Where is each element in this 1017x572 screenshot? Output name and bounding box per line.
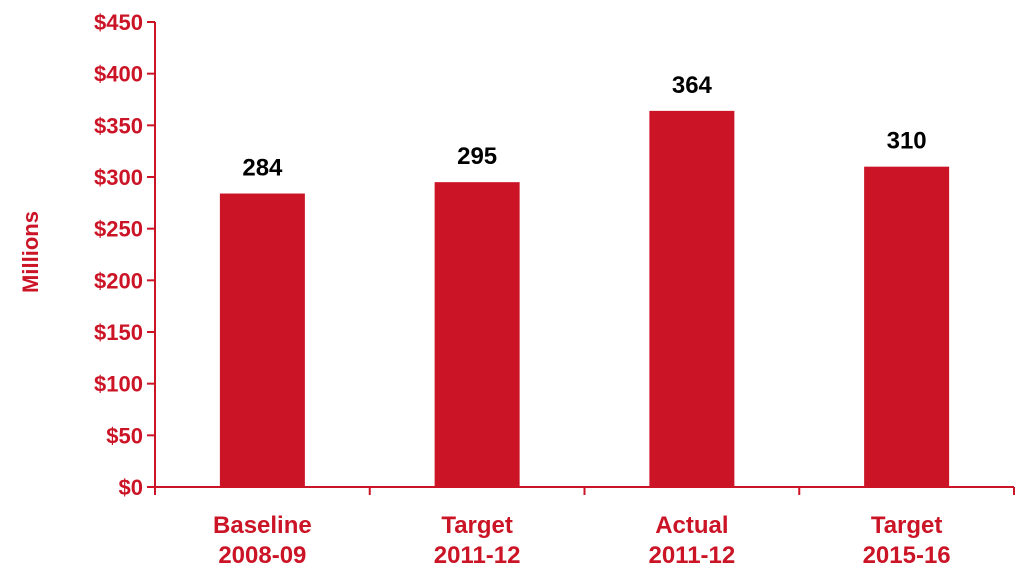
x-category-label: Actual <box>655 512 728 539</box>
y-tick-label: $50 <box>106 423 143 448</box>
data-label: 364 <box>672 72 713 99</box>
data-label: 310 <box>887 128 927 155</box>
y-tick-label: $450 <box>94 10 143 35</box>
data-label: 284 <box>242 155 283 182</box>
x-category-label: Baseline <box>213 512 312 539</box>
bar <box>864 166 950 487</box>
x-category-label: 2008-09 <box>218 542 306 569</box>
bar <box>219 193 305 488</box>
bar <box>434 182 520 487</box>
y-tick-label: $100 <box>94 372 143 397</box>
y-axis-title-group: Millions <box>18 211 43 293</box>
x-labels: Baseline 2008-09 Target 2011-12 Actual 2011-1… <box>213 512 951 569</box>
bars <box>219 110 950 488</box>
data-label: 295 <box>457 143 497 170</box>
x-category-label: 2011-12 <box>648 542 735 569</box>
x-category-label: Target <box>871 512 943 539</box>
y-tick-label: $250 <box>94 217 143 242</box>
y-tick-label: $350 <box>94 113 143 138</box>
y-tick-label: $400 <box>94 62 143 87</box>
y-tick-label: $150 <box>94 320 143 345</box>
y-tick-label: $300 <box>94 165 143 190</box>
x-category-label: Target <box>441 512 513 539</box>
y-tick-label: $0 <box>119 475 143 500</box>
x-category-label: 2015-16 <box>863 542 951 569</box>
bar <box>649 110 735 487</box>
data-labels: 284 295 364 310 <box>242 72 926 182</box>
y-axis-title: Millions <box>18 211 43 293</box>
y-tick-label: $200 <box>94 268 143 293</box>
x-category-label: 2011-12 <box>434 542 521 569</box>
y-ticks: $0 $50 $100 $150 $200 $250 $300 $350 $400 $450 <box>94 10 155 500</box>
